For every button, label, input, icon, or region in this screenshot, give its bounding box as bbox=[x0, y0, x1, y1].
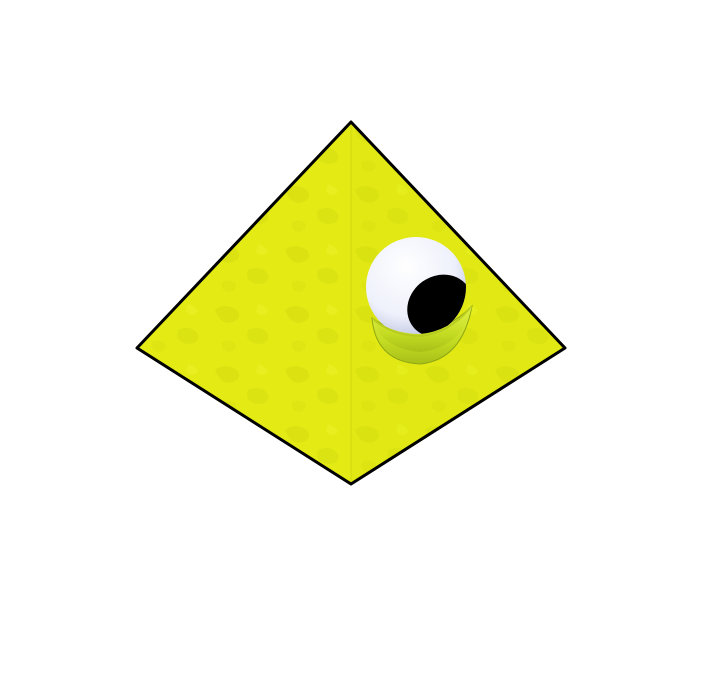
eyeball bbox=[366, 237, 472, 352]
pyramid-outline bbox=[135, 120, 567, 486]
pyramid-left-face-mottle bbox=[137, 122, 351, 484]
eyelid-rim-line bbox=[373, 307, 471, 338]
eyelid-front-edge bbox=[372, 306, 472, 352]
